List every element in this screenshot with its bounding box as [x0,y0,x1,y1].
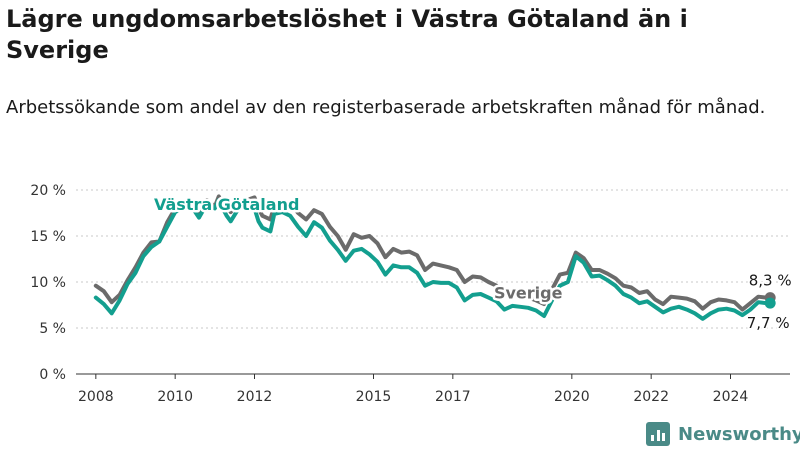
y-tick-label: 5 % [39,321,66,337]
x-tick-label: 2024 [713,389,749,405]
end-value-label-vastra-gotaland: 7,7 % [747,314,790,332]
end-point-vastra-gotaland [764,297,776,309]
series-line-vastra-gotaland [93,198,773,321]
brand-name: Newsworthy [678,423,800,445]
x-tick-label: 2008 [78,389,114,405]
y-tick-label: 15 % [30,229,66,245]
newsworthy-logo: Newsworthy [646,420,800,448]
label-layer: Sverige Västra Götaland 8,3 % 7,7 % [152,193,794,334]
series-layer [93,194,776,321]
y-tick-label: 10 % [30,275,66,291]
end-value-label-sverige: 8,3 % [749,272,792,290]
x-tick-label: 2022 [633,389,669,405]
x-tick-label: 2012 [237,389,273,405]
y-tick-label: 0 % [39,367,66,383]
series-label-vastra-gotaland: Västra Götaland [154,195,299,214]
x-tick-label: 2020 [554,389,590,405]
axis-layer: 0 % 5 % 10 % 15 % 20 % 2008 2010 2012 2015 2017 20… [30,183,748,405]
x-tick-label: 2015 [356,389,392,405]
bar-chart-logo-icon [646,422,670,446]
x-tick-label: 2010 [157,389,193,405]
series-label-sverige: Sverige [494,284,563,303]
chart-title: Lägre ungdomsarbetslöshet i Västra Götal… [6,5,688,64]
chart-subtitle: Arbetssökande som andel av den registerb… [6,97,766,118]
x-tick-label: 2017 [435,389,471,405]
y-tick-label: 20 % [30,183,66,199]
